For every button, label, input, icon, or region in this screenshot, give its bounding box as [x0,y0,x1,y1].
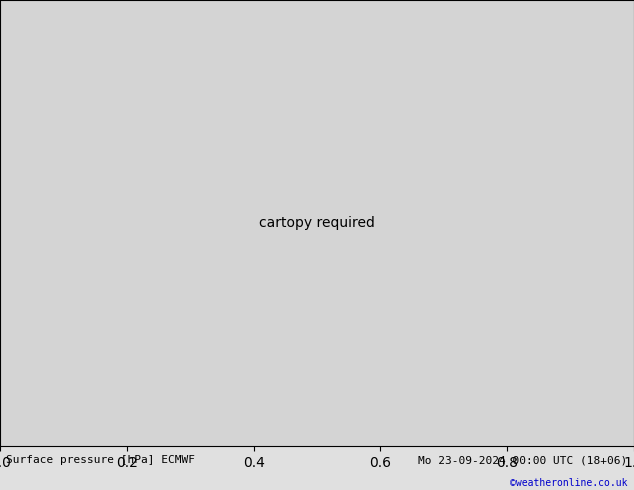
Text: cartopy required: cartopy required [259,216,375,230]
Text: Mo 23-09-2024 00:00 UTC (18+06): Mo 23-09-2024 00:00 UTC (18+06) [418,455,628,465]
Text: ©weatheronline.co.uk: ©weatheronline.co.uk [510,478,628,489]
Text: Surface pressure [hPa] ECMWF: Surface pressure [hPa] ECMWF [6,455,195,465]
